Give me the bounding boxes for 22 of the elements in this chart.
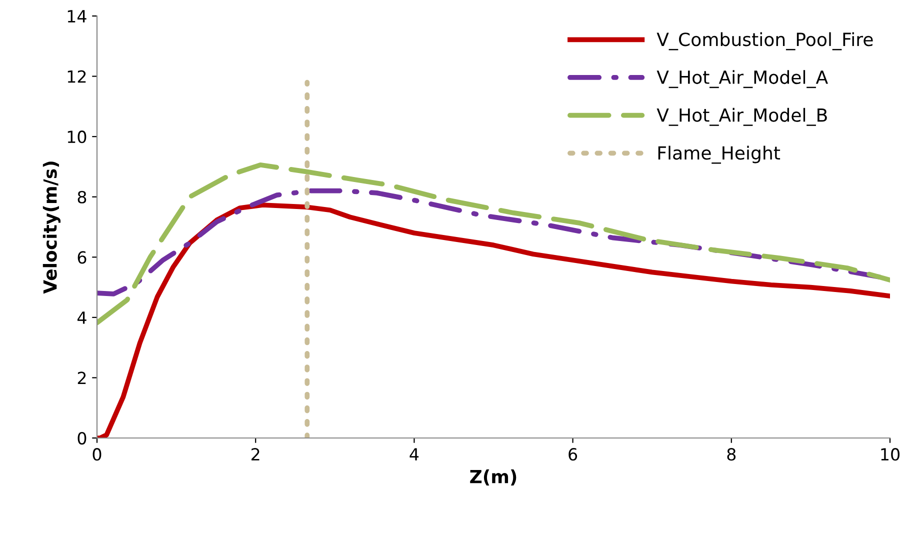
legend-label: V_Hot_Air_Model_A	[656, 70, 828, 88]
y-tick-label: 14	[68, 10, 86, 22]
x-tick-label: 6	[568, 448, 578, 461]
x-tick-label: 2	[252, 448, 260, 460]
y-tick-label: 2	[78, 372, 86, 384]
legend-label: V_Combustion_Pool_Fire	[656, 32, 873, 50]
y-tick-label: 12	[68, 70, 86, 83]
y-tick-label: 4	[77, 312, 86, 324]
x-tick-label: 4	[410, 448, 419, 460]
line-series	[97, 188, 882, 296]
x-tick-label: 10	[881, 448, 900, 461]
y-axis-title: Velocity(m/s)	[42, 162, 61, 294]
x-tick-label: 0	[92, 448, 102, 461]
y-tick-label: 0	[78, 432, 86, 445]
line-series	[97, 162, 890, 326]
x-axis-title: Z(m)	[470, 469, 516, 486]
legend-label: Flame_Height	[658, 146, 780, 164]
y-tick-label: 6	[78, 251, 86, 264]
y-tick-label: 10	[68, 130, 86, 144]
legend-label: V_Hot_Air_Model_B	[656, 108, 827, 126]
x-tick-label: 8	[727, 448, 736, 461]
y-tick-label: 8	[78, 190, 86, 204]
